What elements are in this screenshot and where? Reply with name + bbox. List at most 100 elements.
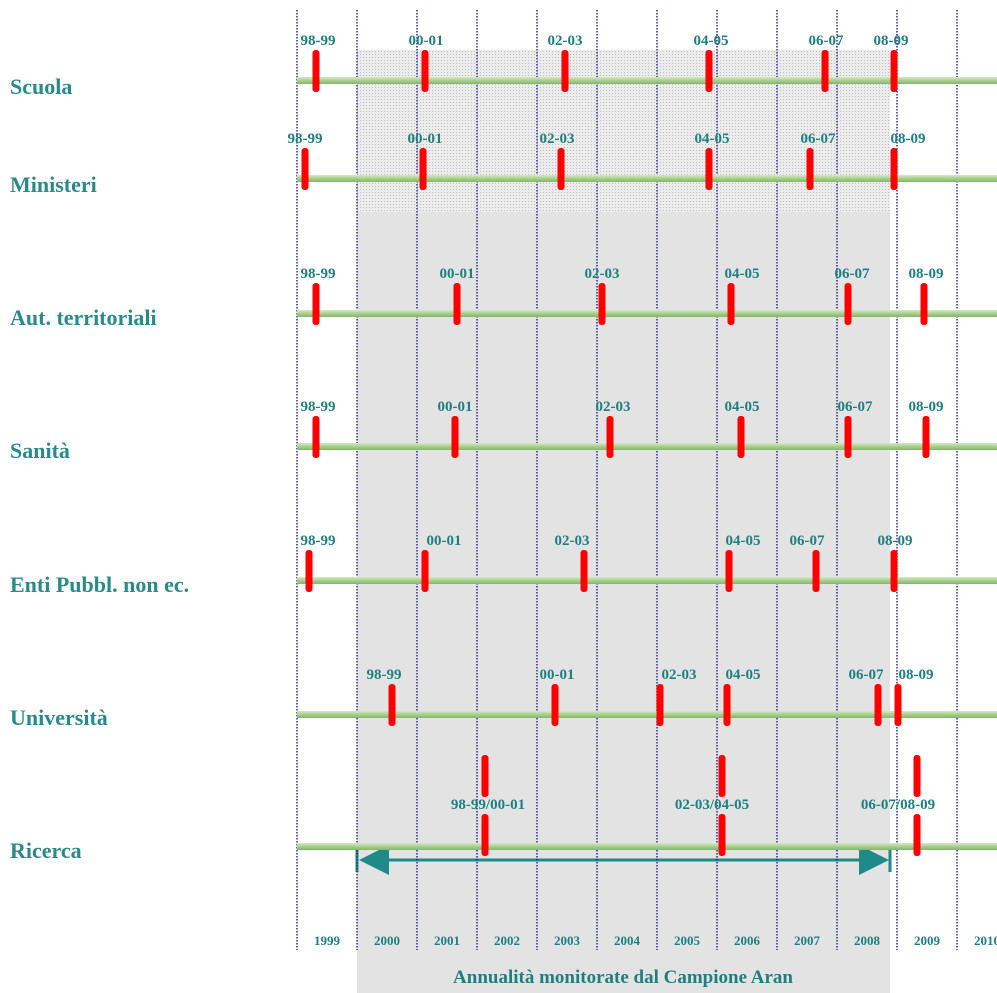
contract-label: 02-03/04-05	[675, 797, 749, 813]
contract-marker	[913, 814, 921, 856]
contract-label: 02-03	[548, 33, 583, 49]
contract-label: 00-01	[438, 399, 473, 415]
contract-label: 06-07	[801, 131, 836, 147]
row-label: Aut. territoriali	[10, 305, 157, 330]
contract-label: 02-03	[555, 533, 590, 549]
contract-label: 02-03	[596, 399, 631, 415]
contract-label: 00-01	[408, 131, 443, 147]
contract-marker	[598, 283, 606, 325]
contract-label: 00-01	[427, 533, 462, 549]
contract-marker	[725, 550, 733, 592]
contract-label: 06-07	[838, 399, 873, 415]
year-label: 2000	[374, 933, 400, 948]
year-label: 2005	[674, 933, 701, 948]
contract-label: 08-09	[909, 399, 944, 415]
contract-label: 08-09	[874, 33, 909, 49]
timeline-bar	[297, 843, 997, 850]
contract-label: 08-09	[891, 131, 926, 147]
contract-marker	[312, 416, 320, 458]
contract-marker	[922, 416, 930, 458]
contract-label: 02-03	[540, 131, 575, 147]
contract-marker	[705, 148, 713, 190]
contract-marker	[305, 550, 313, 592]
contract-marker	[419, 148, 427, 190]
contract-marker	[844, 416, 852, 458]
contract-marker	[723, 684, 731, 726]
contract-label: 06-07	[809, 33, 844, 49]
contract-marker	[606, 416, 614, 458]
row-label: Enti Pubbl. non ec.	[10, 572, 189, 597]
contract-marker	[812, 550, 820, 592]
contract-label: 02-03	[585, 266, 620, 282]
row-label: Ministeri	[10, 172, 97, 197]
year-label: 2006	[734, 933, 761, 948]
contract-marker	[580, 550, 588, 592]
contract-marker	[388, 684, 396, 726]
timeline-bar	[297, 711, 997, 718]
timeline-bar	[297, 577, 997, 584]
contract-marker	[821, 50, 829, 92]
contract-marker	[451, 416, 459, 458]
contract-marker	[453, 283, 461, 325]
contract-label: 06-07/08-09	[861, 797, 935, 813]
contract-marker	[551, 684, 559, 726]
contract-marker	[890, 148, 898, 190]
timeline-bar	[297, 310, 997, 317]
contract-label: 98-99	[301, 399, 336, 415]
contract-marker	[874, 684, 882, 726]
contract-label: 98-99	[301, 266, 336, 282]
contract-label: 04-05	[725, 266, 760, 282]
contract-label: 04-05	[726, 533, 761, 549]
year-label: 2009	[914, 933, 941, 948]
contract-marker	[421, 50, 429, 92]
contract-label: 08-09	[909, 266, 944, 282]
year-label: 2004	[614, 933, 641, 948]
contract-marker	[844, 283, 852, 325]
year-label: 2007	[794, 933, 821, 948]
contract-label: 08-09	[878, 533, 913, 549]
contract-label: 98-99	[367, 667, 402, 683]
contract-marker	[806, 148, 814, 190]
contract-label: 98-99	[288, 131, 323, 147]
contract-marker	[920, 283, 928, 325]
contract-marker	[557, 148, 565, 190]
contract-marker	[312, 50, 320, 92]
contract-label: 98-99	[301, 33, 336, 49]
footer: Annualità monitorate dal Campione Aran	[453, 967, 793, 988]
contract-marker	[561, 50, 569, 92]
year-label: 2008	[854, 933, 881, 948]
contract-marker	[737, 416, 745, 458]
row-label: Scuola	[10, 74, 72, 99]
contract-marker	[421, 550, 429, 592]
contract-label: 98-99/00-01	[451, 797, 525, 813]
contract-marker	[890, 50, 898, 92]
contract-marker	[718, 755, 726, 797]
contract-label: 08-09	[899, 667, 934, 683]
contract-label: 00-01	[540, 667, 575, 683]
shade	[357, 212, 890, 993]
timeline-bar	[297, 443, 997, 450]
contract-marker	[481, 755, 489, 797]
contract-label: 04-05	[726, 667, 761, 683]
contract-marker	[913, 755, 921, 797]
contract-label: 02-03	[662, 667, 697, 683]
contract-label: 00-01	[409, 33, 444, 49]
row-label: Ricerca	[10, 838, 82, 863]
contract-marker	[312, 283, 320, 325]
contract-label: 00-01	[440, 266, 475, 282]
contract-marker	[301, 148, 309, 190]
timeline-bar	[297, 175, 997, 182]
contract-marker	[656, 684, 664, 726]
year-label: 2010	[974, 933, 997, 948]
contract-marker	[705, 50, 713, 92]
contract-label: 04-05	[695, 131, 730, 147]
contract-label: 04-05	[694, 33, 729, 49]
timeline-bar	[297, 77, 997, 84]
contract-marker	[718, 814, 726, 856]
row-label: Sanità	[10, 438, 70, 463]
year-label: 2001	[434, 933, 460, 948]
contract-marker	[894, 684, 902, 726]
row-label: Università	[10, 705, 108, 730]
year-label: 2002	[494, 933, 520, 948]
